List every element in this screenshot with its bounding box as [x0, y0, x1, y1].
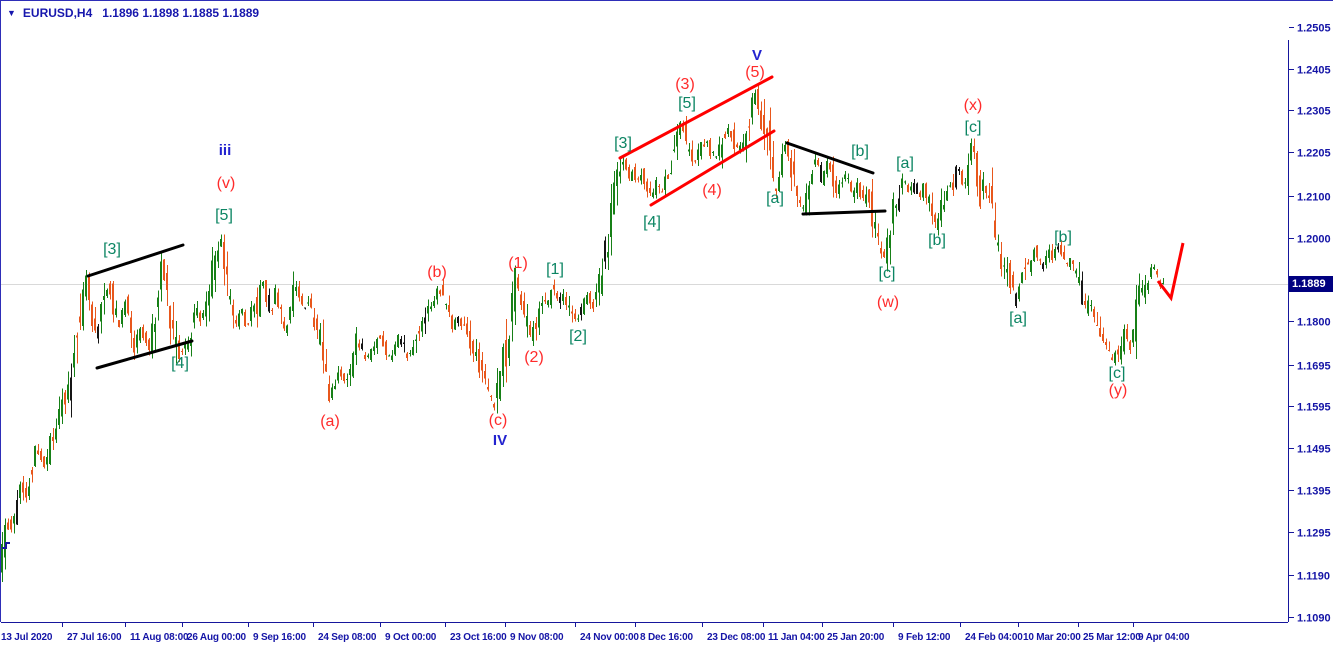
- x-axis-label[interactable]: 10 Mar 20:00: [1023, 632, 1081, 643]
- wave-label-teal[interactable]: [5]: [678, 95, 696, 112]
- x-axis-label[interactable]: 9 Oct 00:00: [385, 632, 437, 643]
- x-axis-label[interactable]: 9 Apr 04:00: [1138, 632, 1190, 643]
- symbol-dropdown-icon[interactable]: ▼: [7, 8, 16, 18]
- y-axis-label[interactable]: 1.1395: [1297, 486, 1331, 498]
- wave-label-teal[interactable]: [c]: [879, 265, 896, 282]
- candles[interactable]: [1, 83, 1164, 583]
- y-axis-label[interactable]: 1.2305: [1297, 106, 1331, 118]
- wave-label-red[interactable]: (4): [702, 182, 722, 199]
- x-axis-label[interactable]: 26 Aug 00:00: [187, 632, 247, 643]
- wave-label-teal[interactable]: [c]: [1109, 365, 1126, 382]
- x-axis-label[interactable]: 11 Jan 04:00: [768, 632, 825, 643]
- wave-label-teal[interactable]: [b]: [851, 143, 869, 160]
- wave-label-teal[interactable]: [b]: [928, 232, 946, 249]
- x-axis-label[interactable]: 24 Nov 00:00: [580, 632, 640, 643]
- x-axis-label[interactable]: 23 Oct 16:00: [450, 632, 507, 643]
- ohlc-values: 1.1896 1.1898 1.1885 1.1889: [102, 6, 260, 20]
- x-axis-label[interactable]: 9 Sep 16:00: [253, 632, 307, 643]
- x-axis-label[interactable]: 11 Aug 08:00: [130, 632, 189, 643]
- wave-label-red[interactable]: (b): [427, 264, 447, 281]
- wave-label-teal[interactable]: [b]: [1054, 229, 1072, 246]
- x-axis-label[interactable]: 13 Jul 2020: [1, 632, 53, 643]
- wave-label-blue[interactable]: V: [752, 47, 762, 64]
- trendline-red-5[interactable]: [618, 75, 774, 160]
- wave-label-red[interactable]: (1): [508, 255, 528, 272]
- wave-label-teal[interactable]: [4]: [643, 214, 661, 231]
- x-axis-label[interactable]: 23 Dec 08:00: [707, 632, 766, 643]
- y-axis-label[interactable]: 1.1695: [1297, 361, 1331, 373]
- x-axis-label[interactable]: 24 Feb 04:00: [965, 632, 1023, 643]
- y-axis-label[interactable]: 1.2100: [1297, 192, 1331, 204]
- trendline-black-3[interactable]: [785, 141, 875, 175]
- wave-label-red[interactable]: (c): [489, 412, 508, 429]
- trendline-black-1[interactable]: [86, 243, 185, 278]
- trendline-red-6[interactable]: [649, 129, 776, 207]
- y-axis-label[interactable]: 1.1495: [1297, 444, 1331, 456]
- y-axis-label[interactable]: 1.2205: [1297, 148, 1331, 160]
- wave-label-red[interactable]: (x): [964, 97, 983, 114]
- wave-label-red[interactable]: (a): [320, 413, 340, 430]
- y-axis-label[interactable]: 1.2000: [1297, 234, 1331, 246]
- forecast-arrow[interactable]: [1156, 242, 1185, 302]
- y-axis-label[interactable]: 1.2405: [1297, 65, 1331, 77]
- current-price-tag: 1.1889: [1289, 276, 1333, 292]
- y-axis-label[interactable]: 1.1090: [1297, 613, 1331, 625]
- trendline-black-4[interactable]: [801, 209, 887, 216]
- y-axis-label[interactable]: 1.1800: [1297, 317, 1331, 329]
- wave-label-red[interactable]: (3): [675, 76, 695, 93]
- x-axis-label[interactable]: 9 Nov 08:00: [510, 632, 564, 643]
- x-axis-label[interactable]: 27 Jul 16:00: [67, 632, 122, 643]
- series-start-marker: [2, 542, 10, 549]
- wave-label-red[interactable]: (v): [217, 175, 236, 192]
- wave-label-teal[interactable]: [5]: [215, 207, 233, 224]
- wave-label-red[interactable]: (5): [745, 64, 765, 81]
- wave-label-red[interactable]: (w): [877, 294, 899, 311]
- wave-label-teal[interactable]: [2]: [569, 328, 587, 345]
- trendline-black-2[interactable]: [95, 339, 194, 370]
- wave-label-teal[interactable]: [c]: [965, 119, 982, 136]
- y-axis-label[interactable]: 1.2505: [1297, 23, 1331, 35]
- y-axis-label[interactable]: 1.1595: [1297, 402, 1331, 414]
- wave-label-teal[interactable]: [a]: [766, 190, 784, 207]
- symbol-timeframe-label: EURUSD,H4: [22, 6, 93, 20]
- x-axis-label[interactable]: 9 Feb 12:00: [898, 632, 951, 643]
- x-axis-label[interactable]: 8 Dec 16:00: [640, 632, 694, 643]
- wave-label-teal[interactable]: [4]: [171, 355, 189, 372]
- x-axis-label[interactable]: 25 Mar 12:00: [1083, 632, 1141, 643]
- wave-label-red[interactable]: (2): [524, 349, 544, 366]
- x-axis-label[interactable]: 25 Jan 20:00: [827, 632, 885, 643]
- wave-label-blue[interactable]: iii: [219, 142, 232, 159]
- wave-label-teal[interactable]: [3]: [103, 241, 121, 258]
- y-axis-label[interactable]: 1.1295: [1297, 528, 1331, 540]
- wave-label-teal[interactable]: [a]: [1009, 310, 1027, 327]
- wave-label-blue[interactable]: IV: [493, 432, 507, 449]
- x-axis-label[interactable]: 24 Sep 08:00: [318, 632, 377, 643]
- wave-label-red[interactable]: (y): [1109, 382, 1128, 399]
- wave-label-teal[interactable]: [1]: [546, 261, 564, 278]
- chart-title-bar: ▼ EURUSD,H4 1.1896 1.1898 1.1885 1.1889: [7, 6, 259, 20]
- wave-label-teal[interactable]: [3]: [614, 135, 632, 152]
- y-axis-label[interactable]: 1.1190: [1297, 571, 1330, 583]
- wave-label-teal[interactable]: [a]: [896, 155, 914, 172]
